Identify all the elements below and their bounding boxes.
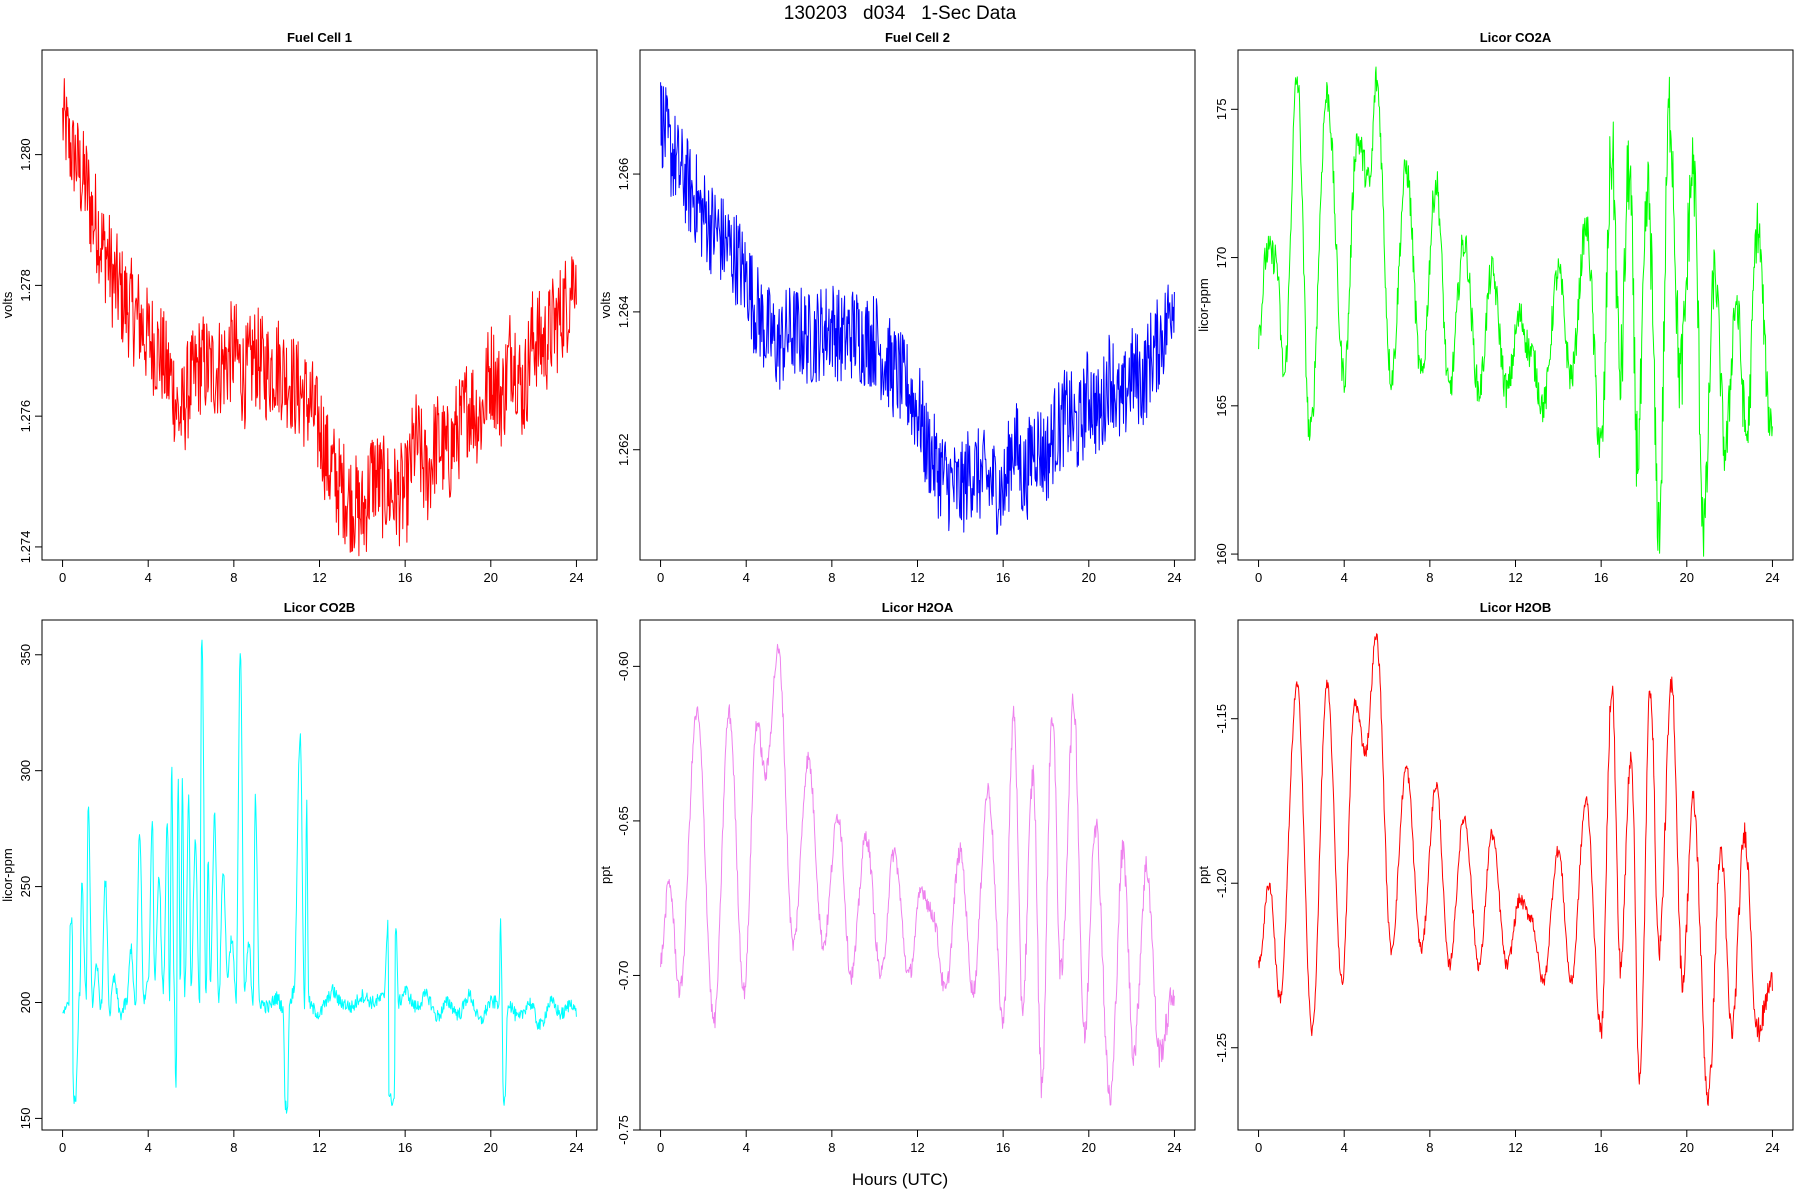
y-tick-label: 1.274 [18,531,33,564]
series-line [62,639,577,1114]
x-tick-label: 4 [145,1140,152,1155]
y-axis-label: licor-ppm [1196,278,1211,331]
x-tick-label: 24 [1765,1140,1779,1155]
y-tick-label: 200 [18,992,33,1014]
x-tick-label: 0 [59,1140,66,1155]
x-tick-label: 20 [1082,1140,1096,1155]
x-tick-label: 8 [828,570,835,585]
series-line [660,643,1175,1106]
x-tick-label: 12 [910,570,924,585]
panel-title: Licor CO2B [284,600,356,615]
x-tick-label: 16 [996,1140,1010,1155]
x-tick-label: 24 [1765,570,1779,585]
y-axis-label: volts [0,291,15,318]
y-tick-label: -1.25 [1214,1033,1229,1063]
x-axis-title: Hours (UTC) [851,1170,949,1189]
y-tick-label: 1.262 [616,433,631,466]
y-tick-label: -0.60 [616,652,631,682]
y-tick-label: 165 [1214,395,1229,417]
y-tick-label: -0.75 [616,1115,631,1145]
main-title: 130203 d034 1-Sec Data [783,3,1017,24]
x-tick-label: 8 [1426,570,1433,585]
y-tick-label: -0.65 [616,806,631,836]
chart-panel-6: Licor H2OB ppt 0 4 8 12 16 20 24 -1.25 -1.20 -1.15 [1196,600,1794,1155]
panel-title: Fuel Cell 1 [287,30,352,45]
y-tick-label: -1.15 [1214,704,1229,734]
y-tick-label: 170 [1214,247,1229,269]
x-tick-label: 8 [230,570,237,585]
x-tick-label: 24 [1167,1140,1181,1155]
y-tick-label: 175 [1214,98,1229,120]
x-tick-label: 12 [910,1140,924,1155]
x-tick-label: 24 [569,570,583,585]
panel-title: Licor H2OA [882,600,954,615]
x-tick-label: 4 [743,570,750,585]
chart-panel-3: Licor CO2A licor-ppm 0 4 8 12 16 20 24 160 165 170 1… [1196,30,1794,585]
x-tick-label: 20 [1680,570,1694,585]
x-tick-label: 4 [1341,570,1348,585]
x-tick-label: 16 [1594,570,1608,585]
x-tick-label: 16 [398,570,412,585]
y-tick-label: 1.280 [18,138,33,171]
y-tick-label: 300 [18,760,33,782]
x-tick-label: 8 [230,1140,237,1155]
plot-frame [41,619,598,1131]
y-axis-label: licor-ppm [0,848,15,901]
x-tick-label: 12 [312,1140,326,1155]
chart-panel-4: Licor CO2B licor-ppm 0 4 8 12 16 20 24 150 200 250 3… [0,600,598,1155]
x-tick-label: 8 [1426,1140,1433,1155]
panel-title: Fuel Cell 2 [885,30,950,45]
x-tick-label: 20 [484,1140,498,1155]
x-tick-label: 0 [1255,1140,1262,1155]
series-line [62,78,577,557]
chart-panel-1: Fuel Cell 1 volts 0 4 8 12 16 20 24 1.274 1.276 1.2… [0,30,598,585]
series-line [1258,66,1773,557]
panel-title: Licor H2OB [1480,600,1552,615]
y-tick-label: 1.264 [616,296,631,329]
chart-panel-5: Licor H2OA ppt 0 4 8 12 16 20 24 -0.75 -0.70 -0.65 -… [598,600,1196,1155]
x-tick-label: 8 [828,1140,835,1155]
y-axis-label: volts [598,291,613,318]
x-tick-label: 0 [1255,570,1262,585]
x-tick-label: 12 [312,570,326,585]
x-tick-label: 0 [59,570,66,585]
x-tick-label: 12 [1508,570,1522,585]
x-tick-label: 4 [1341,1140,1348,1155]
x-tick-label: 16 [996,570,1010,585]
y-tick-label: -1.20 [1214,868,1229,898]
x-tick-label: 16 [398,1140,412,1155]
y-tick-label: 1.266 [616,158,631,191]
y-axis-label: ppt [598,866,613,884]
x-tick-label: 20 [1082,570,1096,585]
x-tick-label: 24 [569,1140,583,1155]
series-line [1258,633,1773,1106]
y-tick-label: -0.70 [616,961,631,991]
x-tick-label: 0 [657,570,664,585]
series-line [660,82,1175,535]
x-tick-label: 20 [484,570,498,585]
plot-frame [639,619,1196,1131]
panel-title: Licor CO2A [1480,30,1552,45]
x-tick-label: 4 [743,1140,750,1155]
y-tick-label: 350 [18,644,33,666]
y-tick-label: 1.278 [18,269,33,302]
y-tick-label: 160 [1214,543,1229,565]
chart-panel-2: Fuel Cell 2 volts 0 4 8 12 16 20 24 1.262 1.264 1.2… [598,30,1196,585]
x-tick-label: 0 [657,1140,664,1155]
y-axis-label: ppt [1196,866,1211,884]
plot-frame [1237,619,1794,1131]
plot-frame [639,49,1196,561]
x-tick-label: 4 [145,570,152,585]
x-tick-label: 12 [1508,1140,1522,1155]
y-tick-label: 150 [18,1108,33,1130]
x-tick-label: 16 [1594,1140,1608,1155]
plot-frame [1237,49,1794,561]
x-tick-label: 20 [1680,1140,1694,1155]
x-tick-label: 24 [1167,570,1181,585]
y-tick-label: 1.276 [18,400,33,433]
y-tick-label: 250 [18,876,33,898]
